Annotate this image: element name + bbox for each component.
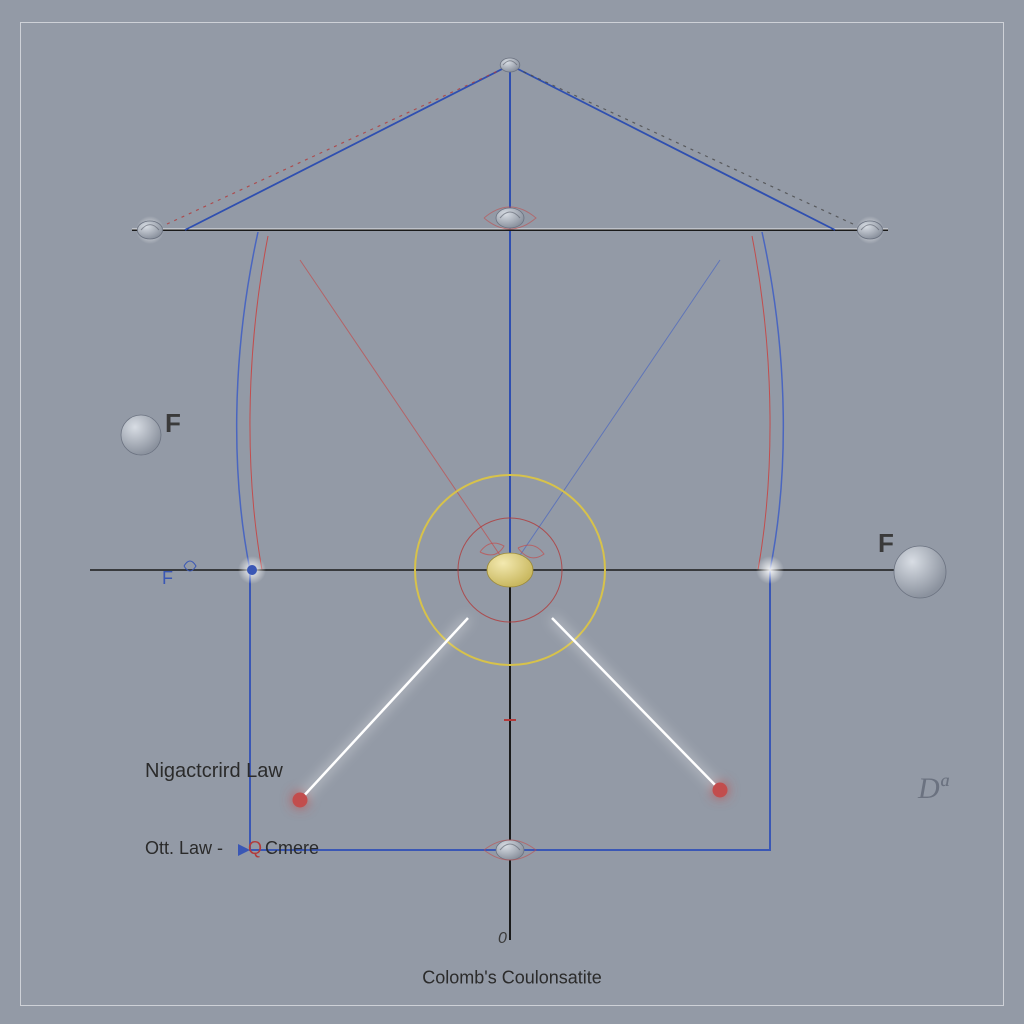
legend-line-2b: Q	[248, 838, 262, 859]
legend-line-1: Nigactcrird Law	[145, 760, 283, 783]
origin-zero-label: 0	[498, 930, 507, 948]
legend-line-2c: Cmere	[265, 838, 319, 859]
legend-line-2a: Ott. Law -	[145, 838, 223, 859]
force-label-small: F	[162, 568, 173, 589]
diagram-svg	[0, 0, 1024, 1024]
d-superscript-label: Dª	[918, 772, 948, 806]
force-label-right: F	[878, 528, 894, 559]
force-label-left: F	[165, 408, 181, 439]
caption: Colomb's Coulonsatite	[422, 968, 602, 989]
diagram-canvas: F F F Dª 0 Nigactcrird Law Ott. Law - Q …	[0, 0, 1024, 1024]
